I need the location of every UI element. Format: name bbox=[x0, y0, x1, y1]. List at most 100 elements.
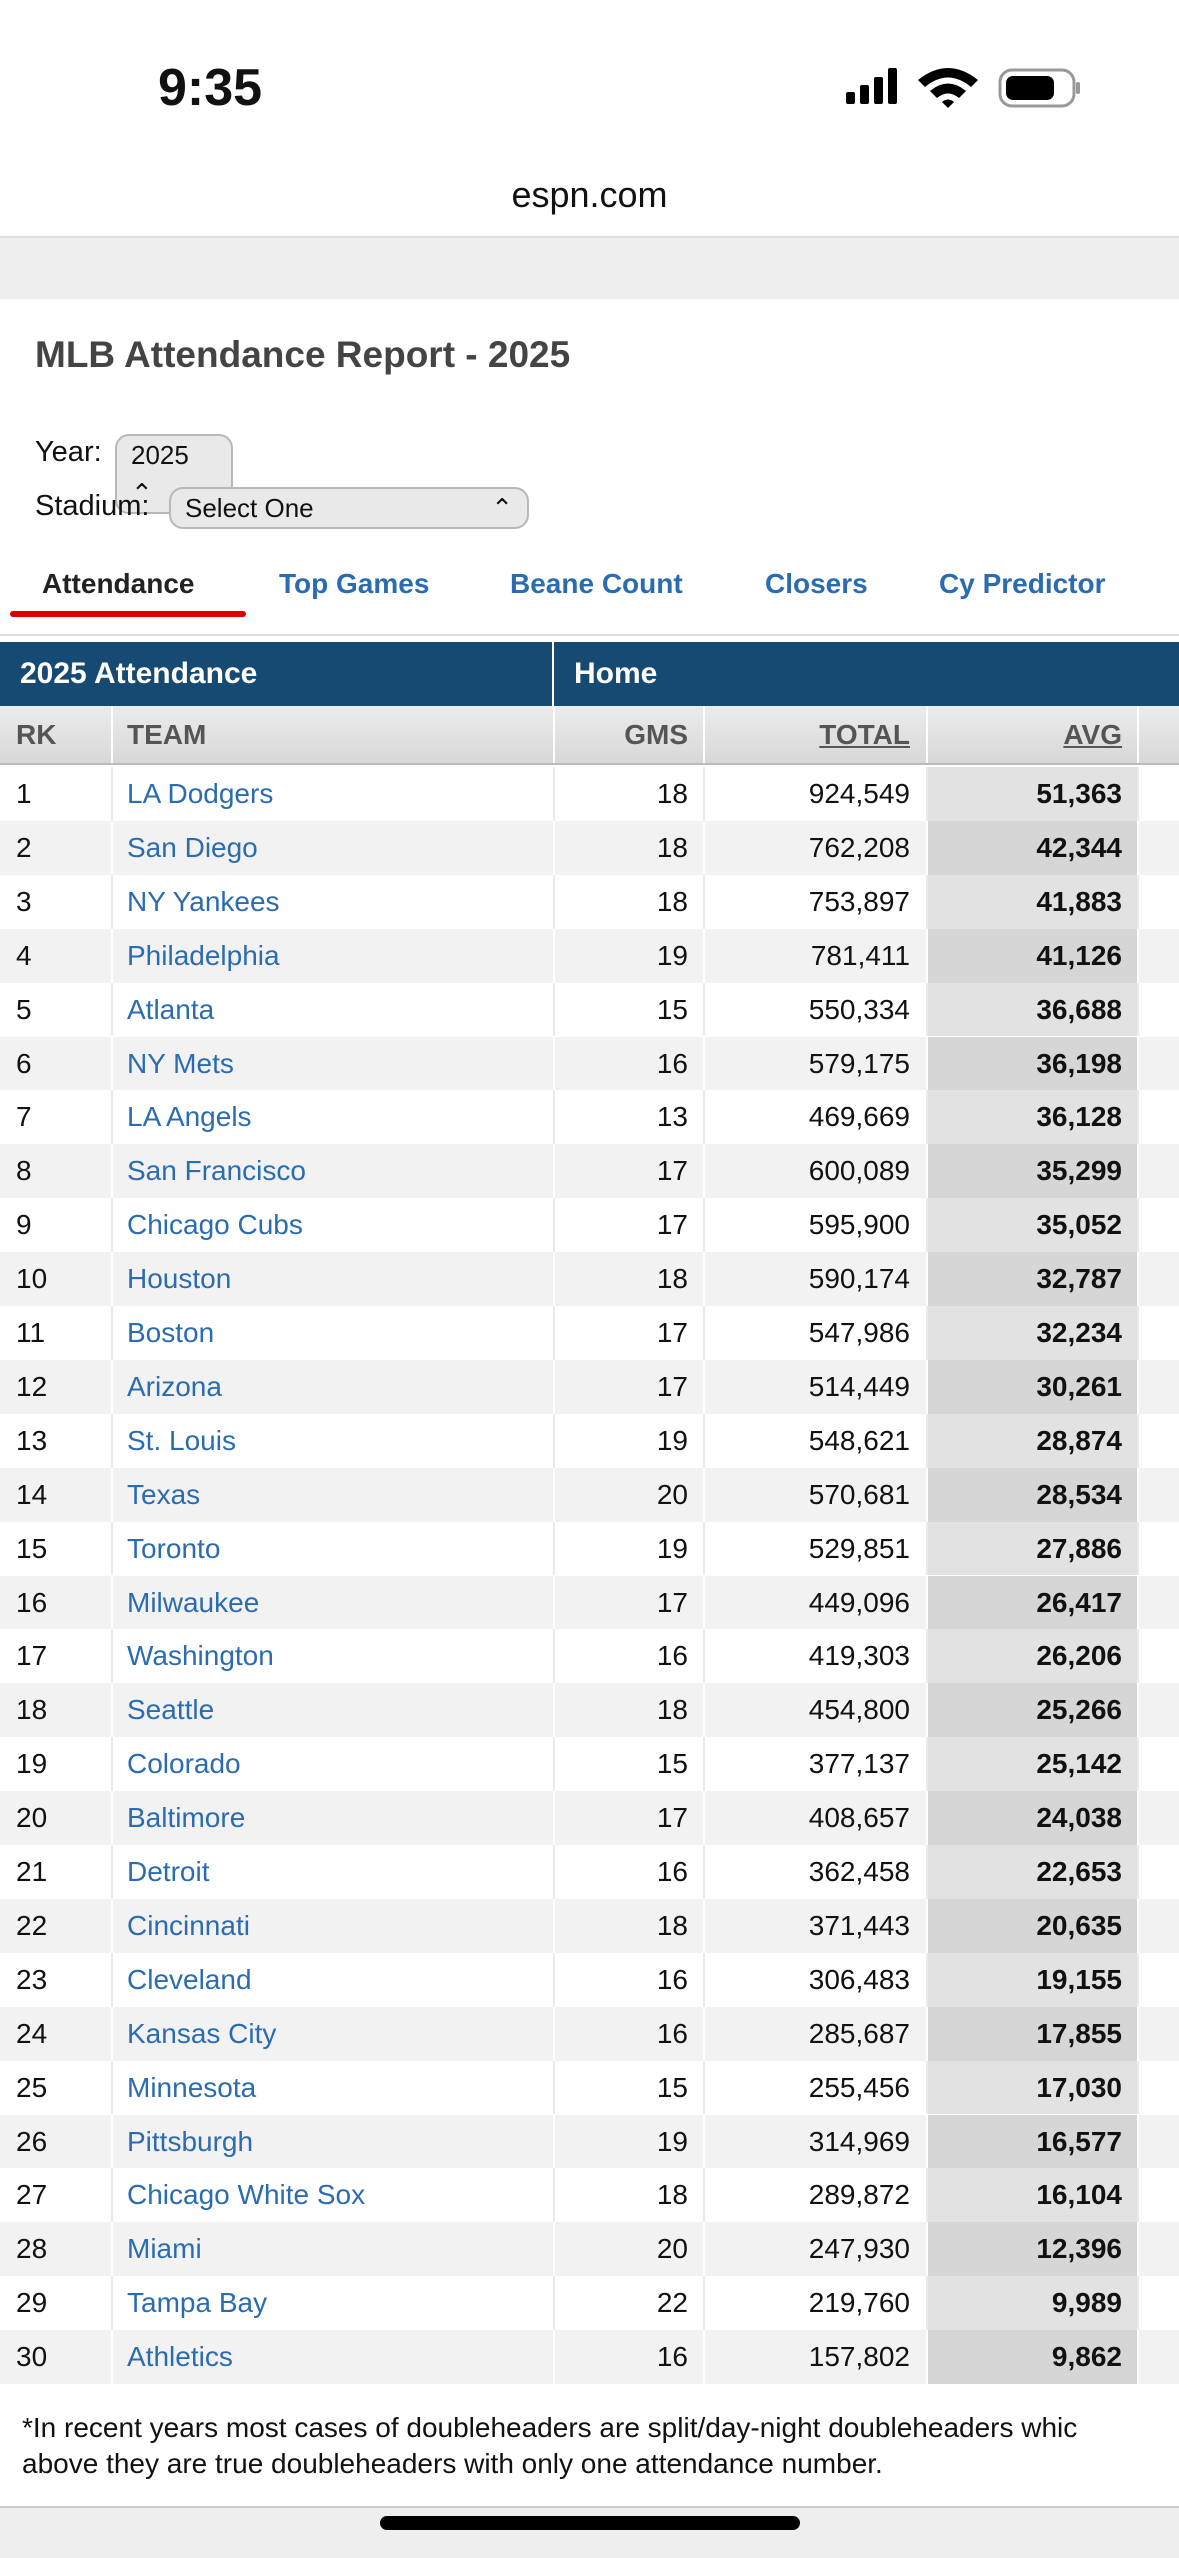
team[interactable]: Houston bbox=[127, 1263, 232, 1295]
average: 9,989 bbox=[1051, 2287, 1122, 2319]
column-header: RK TEAM GMS TOTAL AVG bbox=[0, 706, 1179, 765]
team[interactable]: Toronto bbox=[127, 1532, 221, 1564]
tab[interactable]: Beane Count bbox=[510, 568, 683, 599]
rank: 15 bbox=[16, 1532, 48, 1564]
divider bbox=[553, 982, 555, 1037]
table-row: 20 Baltimore 17 408,657 24,038 bbox=[0, 1791, 1179, 1845]
divider bbox=[703, 2222, 705, 2277]
table-row: 14 Texas 20 570,681 28,534 bbox=[0, 1467, 1179, 1522]
team[interactable]: Pittsburgh bbox=[127, 2125, 254, 2157]
divider bbox=[1137, 2114, 1139, 2169]
team[interactable]: Atlanta bbox=[127, 993, 215, 1025]
divider bbox=[1137, 767, 1139, 821]
divider bbox=[553, 1629, 555, 1684]
page-title: MLB Attendance Report - 2025 bbox=[35, 334, 571, 375]
total: 590,174 bbox=[808, 1263, 910, 1295]
divider bbox=[111, 874, 113, 929]
team[interactable]: Washington bbox=[127, 1640, 274, 1672]
year-value: 2025 bbox=[131, 440, 189, 470]
team[interactable]: Cleveland bbox=[127, 1963, 252, 1995]
table-row: 24 Kansas City 16 285,687 17,855 bbox=[0, 2006, 1179, 2061]
total: 579,175 bbox=[808, 1047, 910, 1079]
divider bbox=[1137, 1791, 1139, 1845]
team[interactable]: Kansas City bbox=[127, 2017, 277, 2049]
avg-cell-bg bbox=[926, 1629, 1137, 1684]
team[interactable]: Colorado bbox=[127, 1748, 241, 1780]
status-icons bbox=[846, 68, 1080, 108]
divider bbox=[111, 1090, 113, 1145]
divider bbox=[553, 1575, 555, 1630]
team[interactable]: Philadelphia bbox=[127, 939, 280, 971]
team[interactable]: NY Yankees bbox=[127, 885, 280, 917]
team[interactable]: Seattle bbox=[127, 1694, 215, 1726]
total: 924,549 bbox=[808, 778, 910, 809]
divider bbox=[1137, 2276, 1139, 2331]
tab[interactable]: Attendance bbox=[42, 568, 195, 599]
divider bbox=[111, 767, 113, 821]
games: 18 bbox=[656, 1694, 688, 1726]
team[interactable]: LA Angels bbox=[127, 1101, 252, 1133]
divider bbox=[703, 2114, 705, 2169]
tab[interactable]: Closers bbox=[765, 568, 868, 599]
rank: 1 bbox=[16, 778, 32, 809]
bottom-bar bbox=[0, 2506, 1179, 2558]
average: 19,155 bbox=[1036, 1963, 1122, 1995]
team[interactable]: Tampa Bay bbox=[127, 2287, 268, 2319]
team[interactable]: San Diego bbox=[127, 831, 258, 863]
average: 12,396 bbox=[1036, 2233, 1122, 2265]
avg-cell-bg bbox=[926, 1521, 1137, 1576]
avg-cell-bg bbox=[926, 1791, 1137, 1845]
team[interactable]: Miami bbox=[127, 2233, 202, 2265]
url[interactable]: espn.com bbox=[511, 174, 668, 215]
total: 157,802 bbox=[808, 2341, 910, 2373]
team[interactable]: Detroit bbox=[127, 1856, 210, 1887]
year-label: Year: bbox=[35, 436, 102, 468]
divider bbox=[1137, 2222, 1139, 2277]
divider bbox=[1137, 1521, 1139, 1576]
table-row: 11 Boston 17 547,986 32,234 bbox=[0, 1306, 1179, 1360]
team[interactable]: Baltimore bbox=[127, 1802, 246, 1834]
table-row: 26 Pittsburgh 19 314,969 16,577 bbox=[0, 2114, 1179, 2169]
divider bbox=[553, 1090, 555, 1145]
column-label[interactable]: TOTAL bbox=[819, 719, 910, 750]
tab[interactable]: Cy Predictor bbox=[939, 568, 1106, 599]
average: 35,299 bbox=[1036, 1155, 1122, 1187]
divider bbox=[111, 1845, 113, 1899]
column-label[interactable]: AVG bbox=[1063, 719, 1122, 750]
team[interactable]: Minnesota bbox=[127, 2071, 257, 2103]
rank: 21 bbox=[16, 1856, 48, 1887]
divider bbox=[1137, 1198, 1139, 1253]
team[interactable]: Arizona bbox=[127, 1370, 222, 1402]
team[interactable]: Milwaukee bbox=[127, 1586, 260, 1618]
tab-border bbox=[0, 634, 1179, 636]
average: 16,577 bbox=[1036, 2125, 1122, 2157]
divider bbox=[553, 1683, 555, 1738]
team[interactable]: Texas bbox=[127, 1478, 201, 1510]
table-row: 30 Athletics 16 157,802 9,862 bbox=[0, 2330, 1179, 2384]
avg-cell-bg bbox=[926, 820, 1137, 875]
divider bbox=[926, 928, 928, 983]
team[interactable]: San Francisco bbox=[127, 1155, 306, 1187]
team[interactable]: St. Louis bbox=[127, 1424, 236, 1456]
divider bbox=[111, 1683, 113, 1738]
rank: 25 bbox=[16, 2071, 48, 2103]
divider bbox=[552, 642, 554, 706]
team[interactable]: Chicago White Sox bbox=[127, 2179, 366, 2211]
team[interactable]: Cincinnati bbox=[127, 1909, 250, 1941]
team[interactable]: Boston bbox=[127, 1317, 215, 1348]
stadium-value: Select One bbox=[185, 493, 314, 523]
team[interactable]: LA Dodgers bbox=[127, 778, 274, 809]
rank: 5 bbox=[16, 993, 32, 1025]
divider bbox=[926, 874, 928, 929]
total: 362,458 bbox=[808, 1856, 910, 1887]
divider bbox=[1137, 1845, 1139, 1899]
divider bbox=[926, 2276, 928, 2331]
tab[interactable]: Top Games bbox=[279, 568, 430, 599]
divider bbox=[703, 1252, 705, 1306]
games: 17 bbox=[656, 1155, 688, 1187]
column-label: GMS bbox=[624, 719, 688, 750]
team[interactable]: Athletics bbox=[127, 2341, 233, 2373]
team[interactable]: Chicago Cubs bbox=[127, 1209, 303, 1241]
team[interactable]: NY Mets bbox=[127, 1047, 234, 1079]
stadium-select[interactable]: Select One ⌃ bbox=[169, 487, 529, 529]
